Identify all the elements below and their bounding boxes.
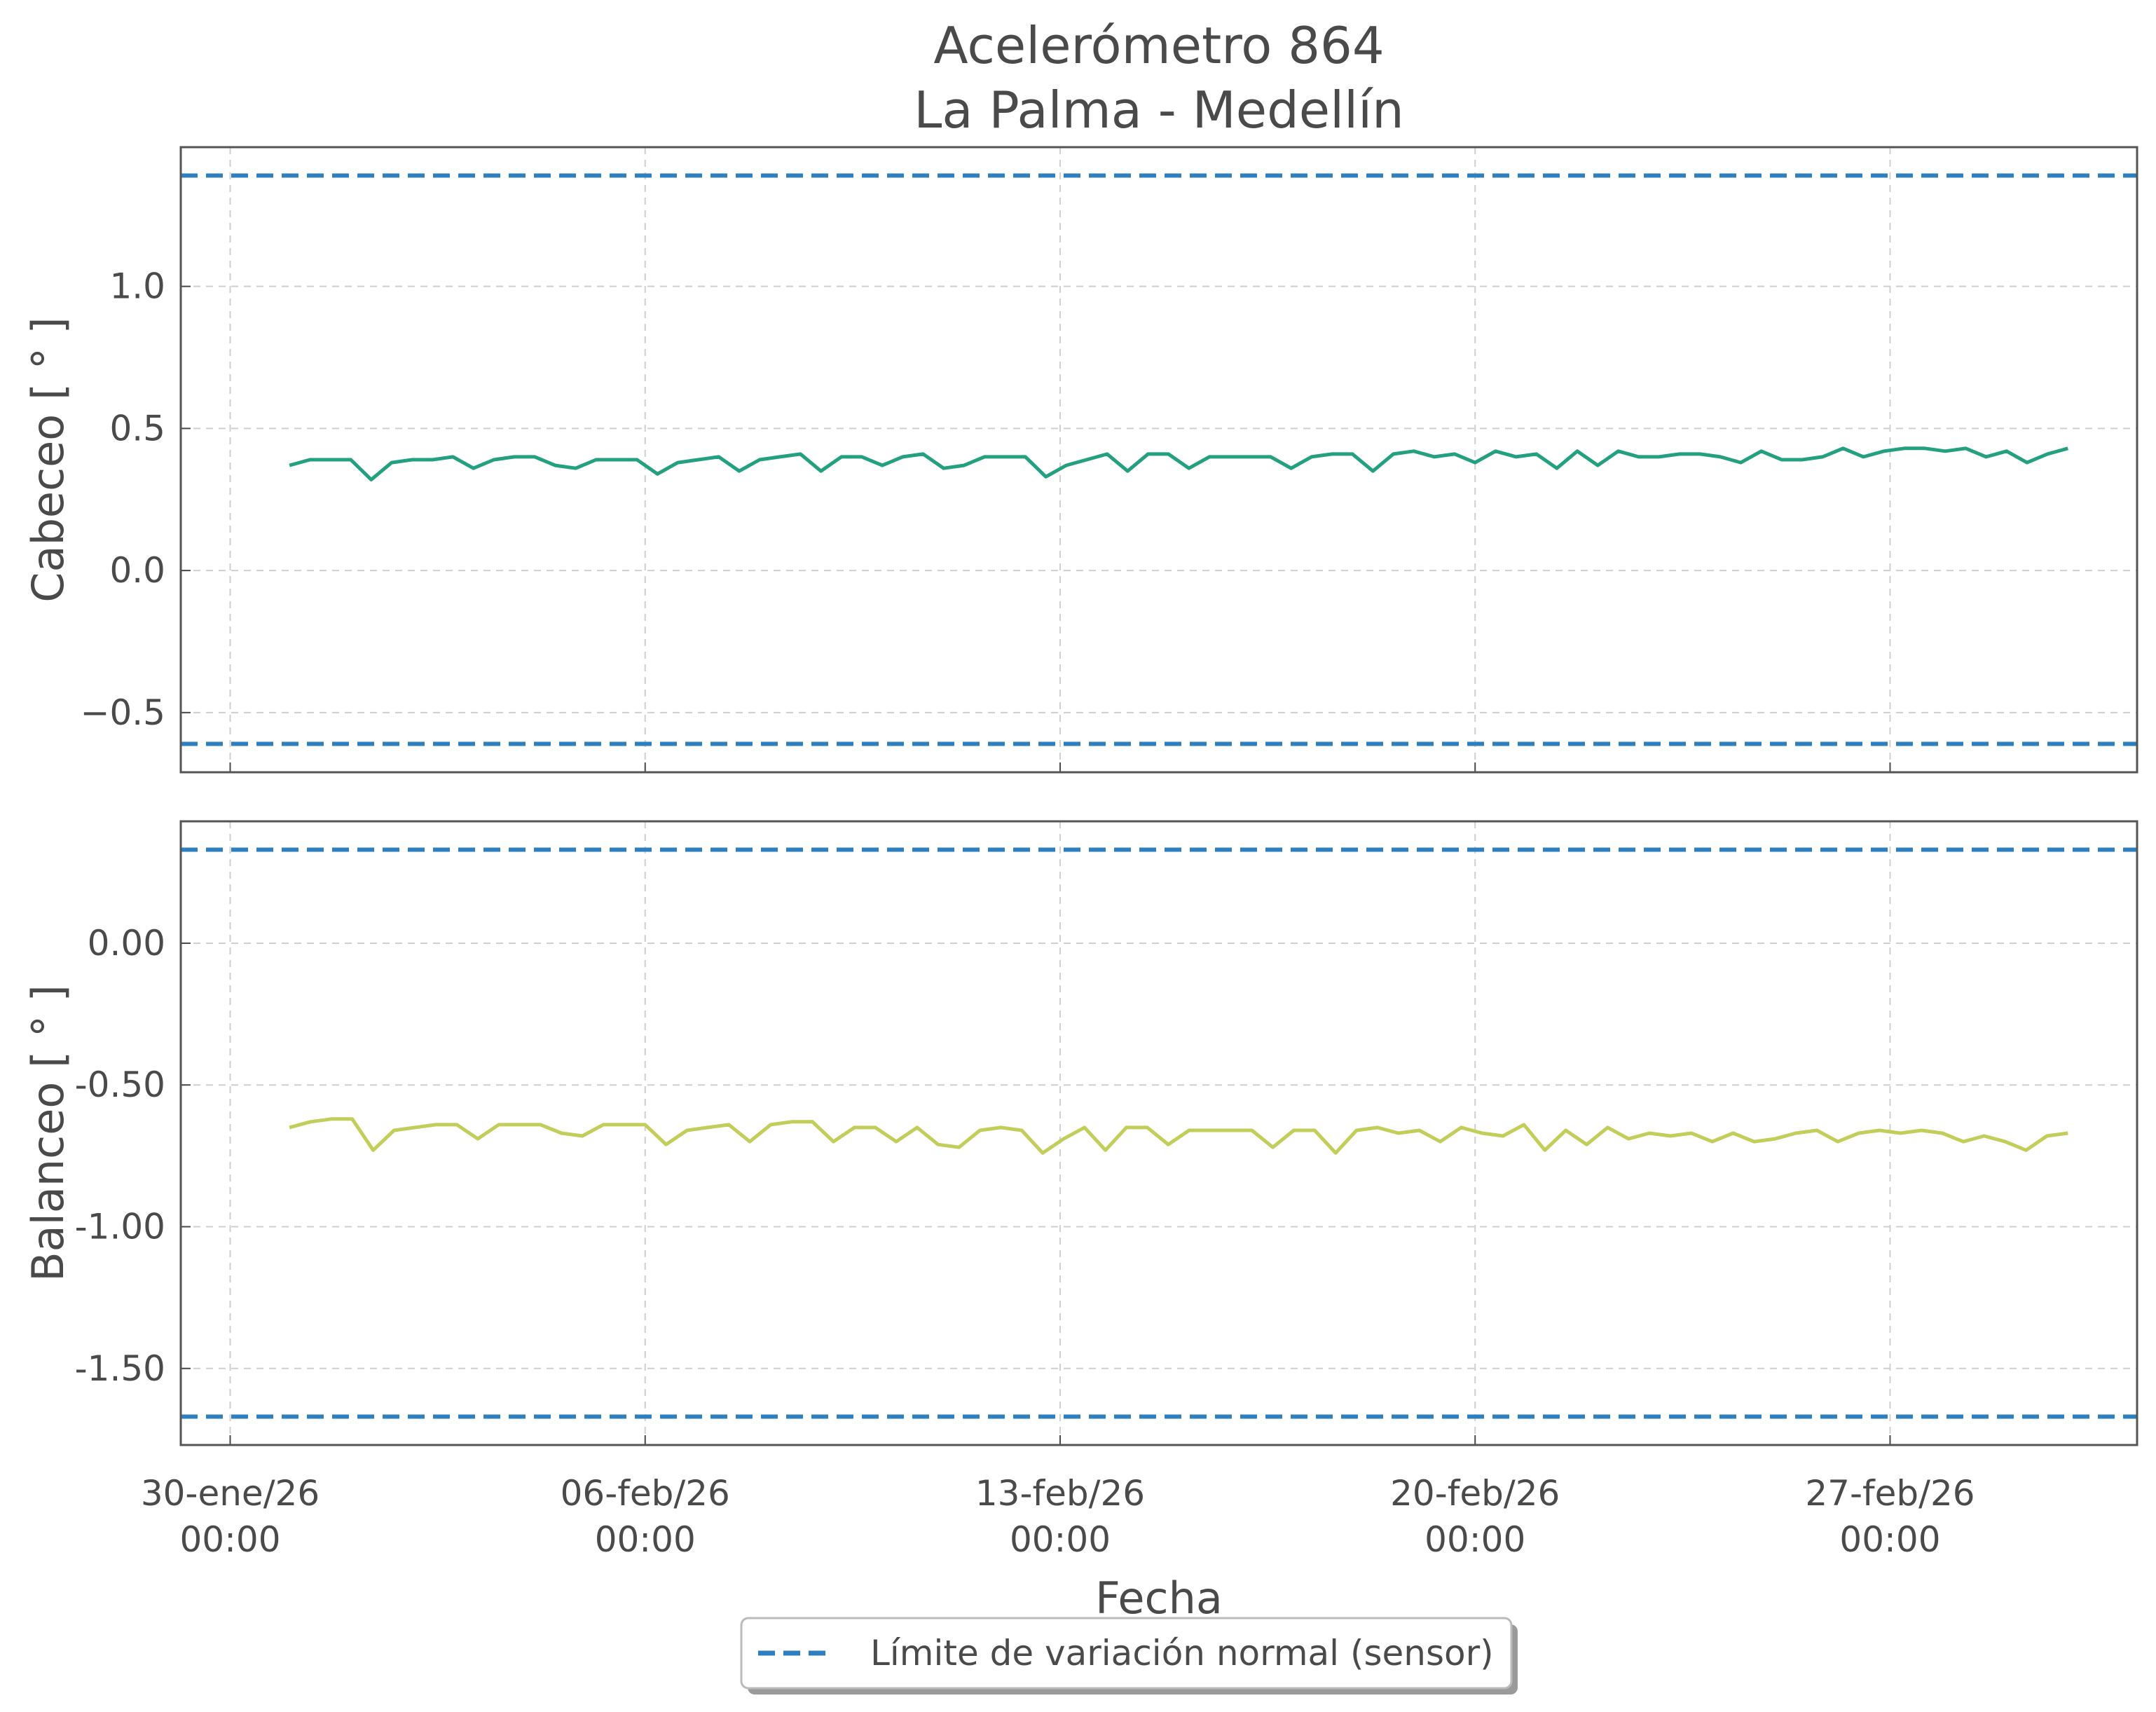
y-tick-label: −0.5 (81, 692, 165, 733)
x-tick-label: 20-feb/26 (1390, 1473, 1560, 1514)
panel-balanceo: 0.00 -0.50 -1.00 -1.50 Balanceo [ ° ] (22, 821, 2137, 1445)
chart-subtitle: La Palma - Medellín (914, 81, 1404, 139)
series-line (289, 448, 2068, 480)
x-tick-label-time: 00:00 (1839, 1519, 1940, 1560)
x-tick-label: 30-ene/26 (141, 1473, 320, 1514)
x-tick-label-time: 00:00 (595, 1519, 696, 1560)
y-axis-label: Cabeceo [ ° ] (22, 317, 74, 602)
x-tick-label-time: 00:00 (1424, 1519, 1525, 1560)
series-line (289, 1119, 2068, 1153)
y-axis-label: Balanceo [ ° ] (22, 985, 74, 1282)
y-tick-label: 0.5 (109, 408, 165, 448)
x-axis-ticks: 30-ene/26 00:00 06-feb/26 00:00 13-feb/26 00:… (141, 1473, 1975, 1560)
x-tick-label: 13-feb/26 (975, 1473, 1145, 1514)
x-tick-label-time: 00:00 (1010, 1519, 1111, 1560)
y-tick-label: -1.00 (75, 1207, 165, 1247)
y-tick-label: -1.50 (75, 1348, 165, 1389)
plot-frame (181, 821, 2137, 1445)
y-tick-label: -0.50 (75, 1064, 165, 1105)
panel-cabeceo: 1.0 0.5 0.0 −0.5 Cabeceo [ ° ] (22, 147, 2137, 772)
x-tick-label: 06-feb/26 (561, 1473, 730, 1514)
legend: Límite de variación normal (sensor) (741, 1618, 1518, 1694)
y-tick-label: 0.00 (88, 923, 165, 964)
x-axis-label: Fecha (1095, 1573, 1223, 1624)
x-tick-label-time: 00:00 (179, 1519, 280, 1560)
x-tick-label: 27-feb/26 (1805, 1473, 1975, 1514)
chart-title: Acelerómetro 864 (933, 16, 1384, 75)
y-tick-label: 0.0 (109, 550, 165, 591)
legend-entry-label: Límite de variación normal (sensor) (870, 1633, 1494, 1673)
y-tick-label: 1.0 (109, 266, 165, 307)
plot-frame (181, 147, 2137, 772)
